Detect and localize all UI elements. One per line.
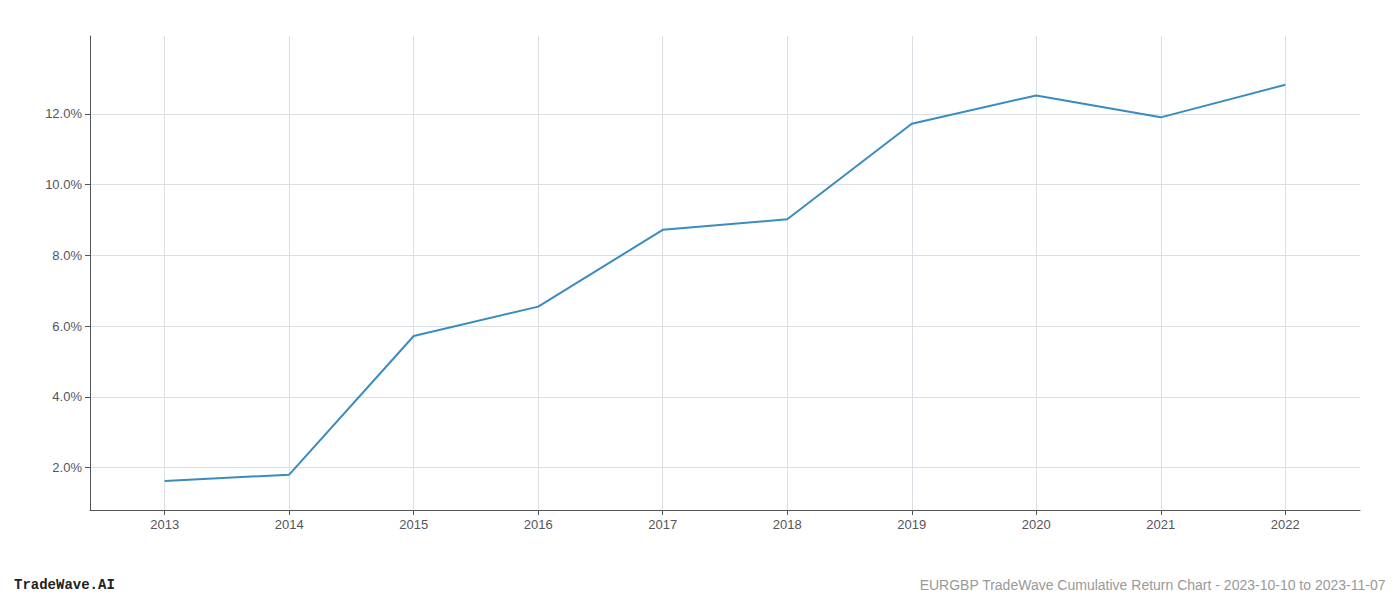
svg-text:2015: 2015 bbox=[399, 517, 428, 532]
svg-text:TradeWave.AI: TradeWave.AI bbox=[14, 577, 115, 593]
svg-text:2016: 2016 bbox=[524, 517, 553, 532]
svg-text:2020: 2020 bbox=[1022, 517, 1051, 532]
svg-text:12.0%: 12.0% bbox=[45, 106, 82, 121]
svg-text:2.0%: 2.0% bbox=[52, 460, 82, 475]
svg-text:EURGBP TradeWave Cumulative Re: EURGBP TradeWave Cumulative Return Chart… bbox=[920, 577, 1386, 593]
svg-text:2019: 2019 bbox=[897, 517, 926, 532]
svg-text:2017: 2017 bbox=[648, 517, 677, 532]
svg-text:2021: 2021 bbox=[1146, 517, 1175, 532]
svg-text:2013: 2013 bbox=[150, 517, 179, 532]
svg-text:6.0%: 6.0% bbox=[52, 319, 82, 334]
svg-text:2014: 2014 bbox=[275, 517, 304, 532]
svg-text:10.0%: 10.0% bbox=[45, 177, 82, 192]
svg-text:2022: 2022 bbox=[1271, 517, 1300, 532]
svg-text:4.0%: 4.0% bbox=[52, 389, 82, 404]
svg-text:8.0%: 8.0% bbox=[52, 248, 82, 263]
svg-text:2018: 2018 bbox=[773, 517, 802, 532]
